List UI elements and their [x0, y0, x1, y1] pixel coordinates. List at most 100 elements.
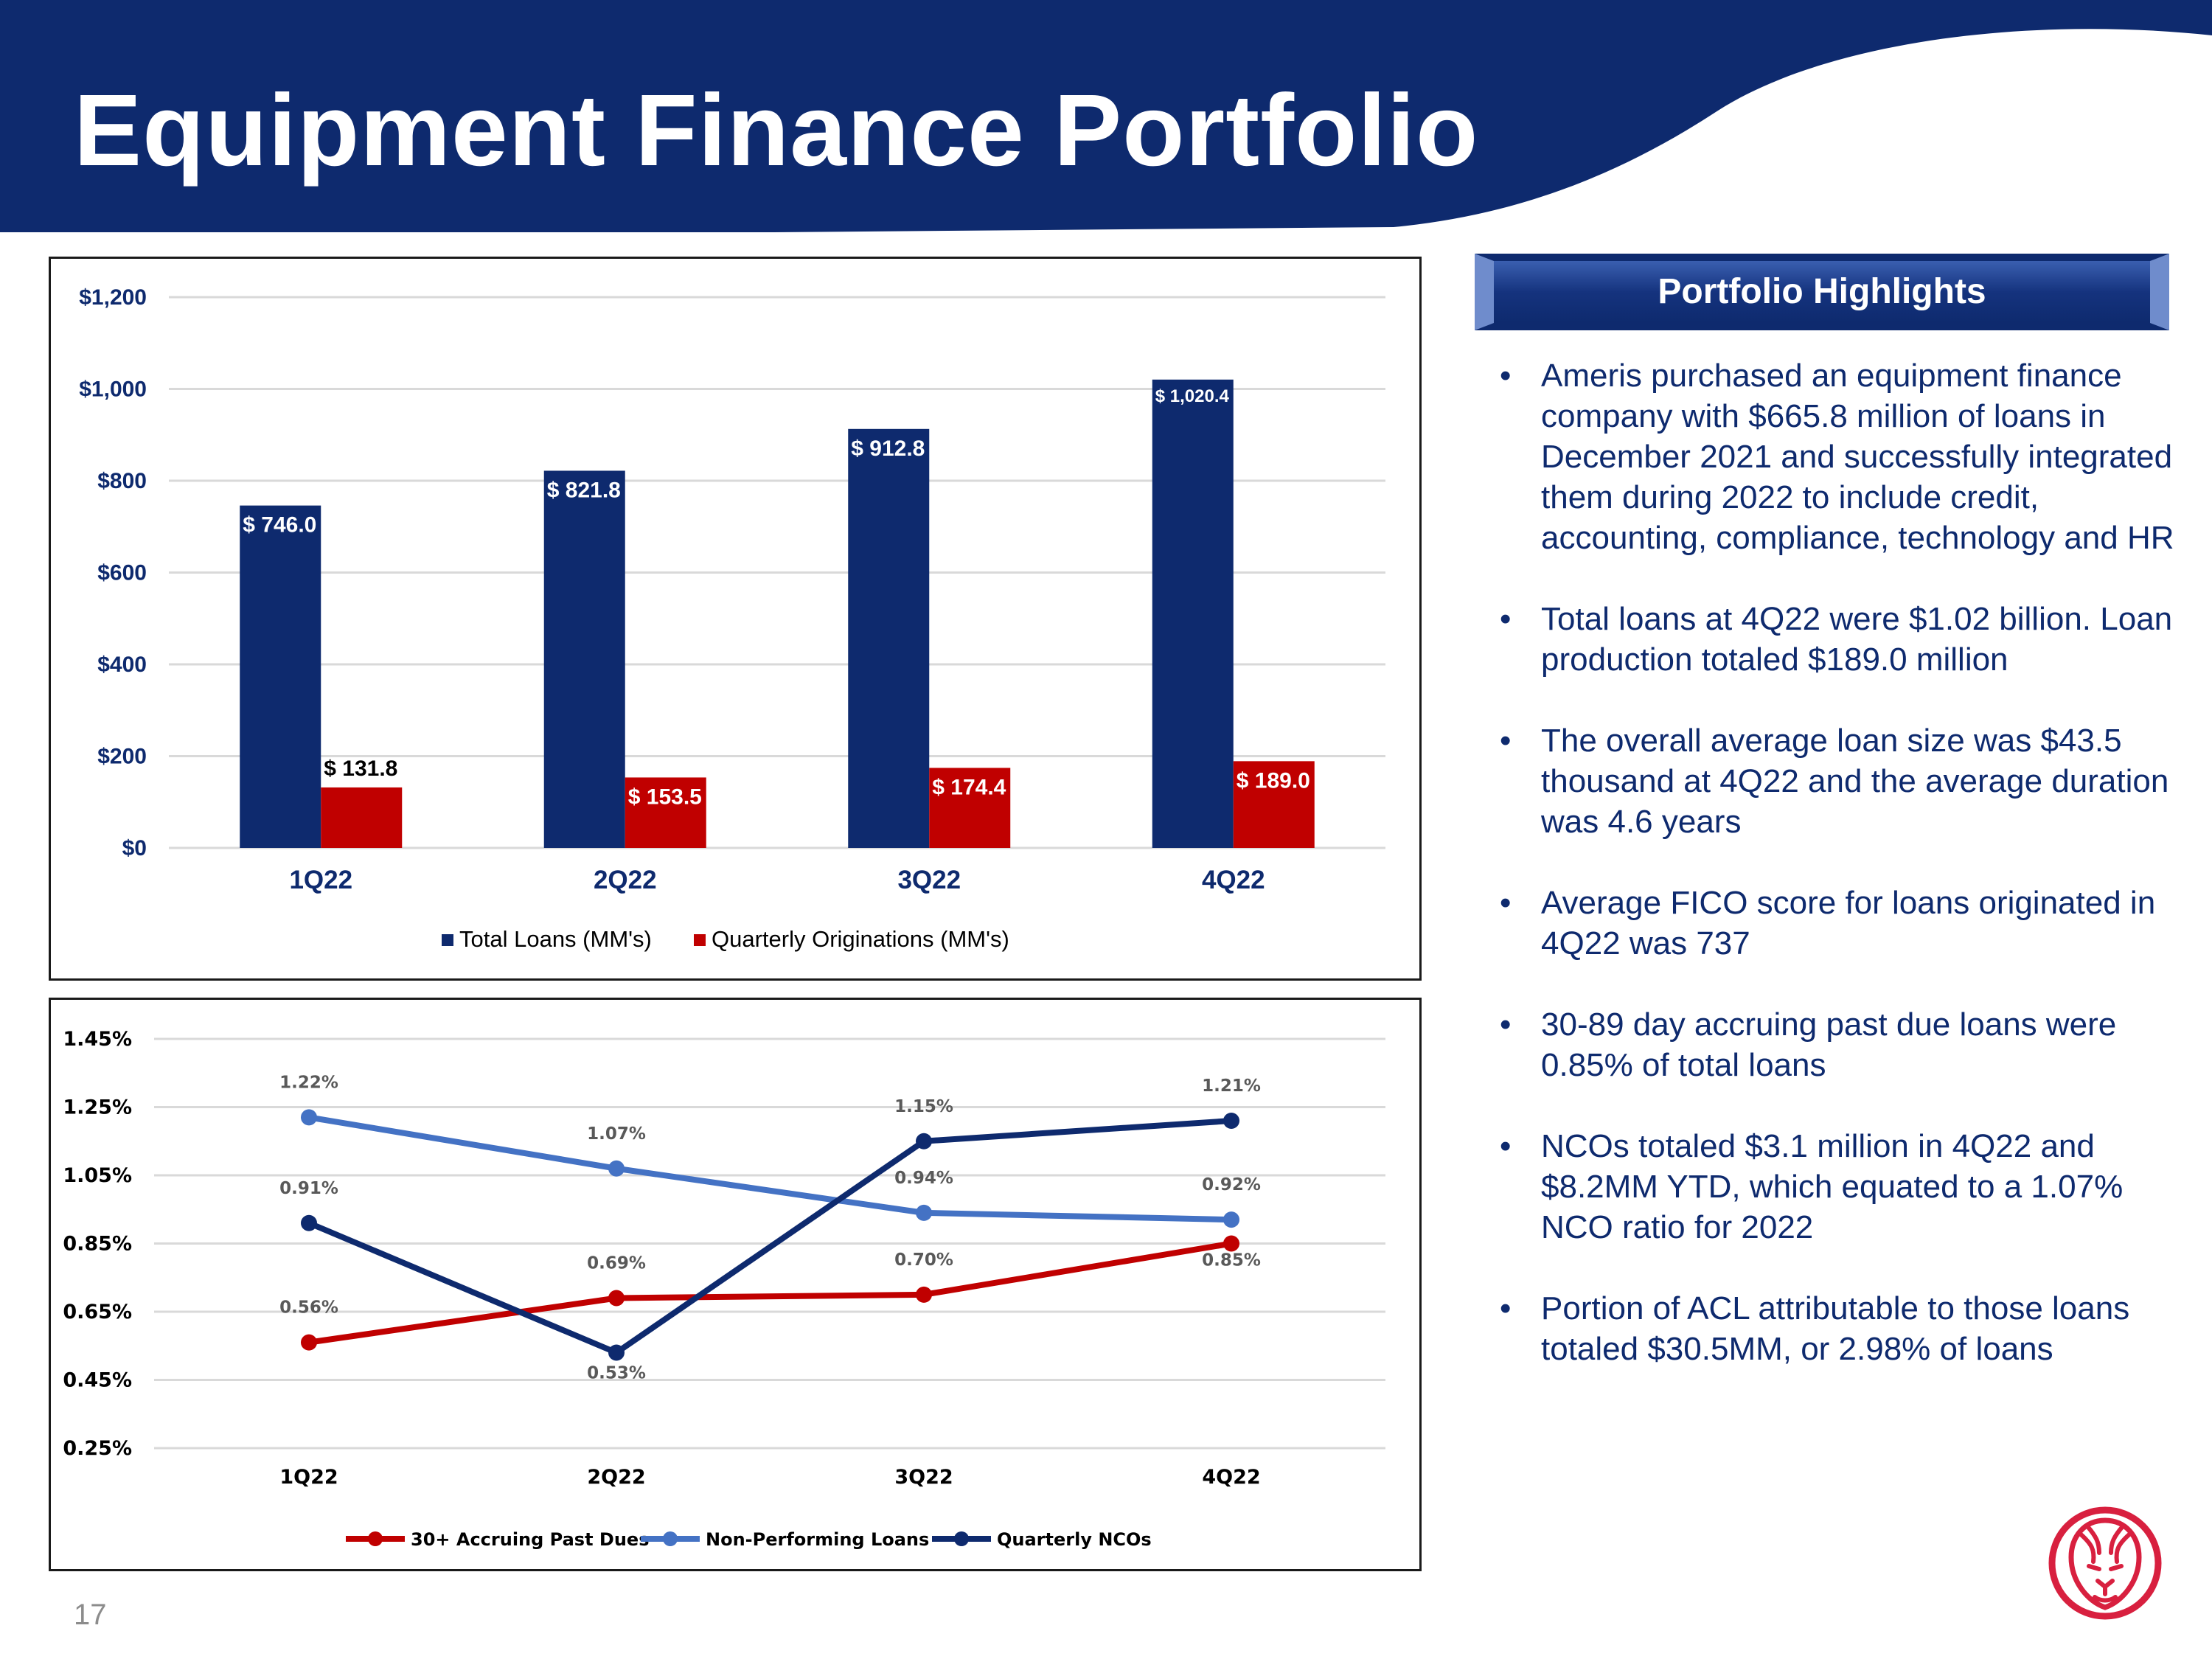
data-point — [1223, 1235, 1239, 1252]
bullet-icon: • — [1500, 1006, 1512, 1043]
data-point — [608, 1290, 625, 1307]
highlights-list: • Ameris purchased an equipment finance c… — [1500, 355, 2178, 1410]
legend-marker — [954, 1531, 969, 1546]
x-tick-label: 1Q22 — [289, 866, 352, 894]
bullet-icon: • — [1500, 723, 1512, 759]
x-tick-label: 2Q22 — [594, 866, 657, 894]
data-label: 0.56% — [279, 1298, 338, 1318]
highlight-item: • Average FICO score for loans originated… — [1500, 883, 2178, 964]
data-label: $ 189.0 — [1237, 768, 1310, 793]
series-line — [307, 1118, 1232, 1356]
x-tick-label: 4Q22 — [1202, 1466, 1260, 1489]
y-tick-label: $1,000 — [79, 378, 147, 402]
x-tick-label: 3Q22 — [897, 866, 961, 894]
bullet-icon: • — [1500, 885, 1512, 921]
x-tick-label: 2Q22 — [587, 1466, 645, 1489]
legend-marker — [663, 1531, 678, 1546]
highlight-text: Ameris purchased an equipment finance co… — [1541, 358, 2174, 556]
data-label: 0.91% — [279, 1179, 338, 1198]
y-tick-label: $200 — [97, 745, 147, 769]
bullet-icon: • — [1500, 1128, 1512, 1164]
bar — [848, 428, 930, 848]
highlight-item: • Total loans at 4Q22 were $1.02 billion.… — [1500, 599, 2178, 680]
y-tick-label: $400 — [97, 653, 147, 677]
page-title: Equipment Finance Portfolio — [74, 74, 1479, 187]
data-label: 0.53% — [587, 1364, 646, 1383]
header-banner — [0, 0, 2212, 232]
legend-label: Total Loans (MM's) — [459, 926, 652, 952]
page-number: 17 — [74, 1599, 107, 1631]
x-tick-label: 1Q22 — [279, 1466, 338, 1489]
bar — [929, 768, 1011, 848]
data-point — [301, 1334, 317, 1351]
x-tick-label: 3Q22 — [894, 1466, 953, 1489]
highlight-text: The overall average loan size was $43.5 … — [1541, 723, 2169, 840]
data-label: $ 821.8 — [547, 478, 621, 502]
y-tick-label: 1.45% — [63, 1028, 132, 1051]
legend-label: Non-Performing Loans — [706, 1529, 929, 1550]
data-label: $ 131.8 — [324, 757, 397, 781]
credit-quality-line-chart-svg: 0.25% 0.45% 0.65% 0.85% 1.05% 1.25% 1.45% 1Q22 2… — [63, 1028, 1385, 1550]
y-tick-label: 0.45% — [63, 1369, 132, 1392]
highlights-title: Portfolio Highlights — [1658, 272, 1986, 311]
highlight-item: • 30-89 day accruing past due loans were … — [1500, 1004, 2178, 1085]
loans-bar-chart-svg: $0 $200 $400 $600 $800 $1,000 $1,200 $ 746.0 $ 1… — [79, 285, 1385, 952]
y-tick-label: 0.25% — [63, 1437, 132, 1460]
header-wave — [0, 0, 2212, 232]
bar — [625, 777, 706, 848]
bar — [1152, 379, 1234, 848]
legend-label: Quarterly NCOs — [997, 1529, 1152, 1550]
y-tick-label: 1.25% — [63, 1096, 132, 1119]
data-point — [916, 1133, 932, 1150]
bar — [1233, 761, 1315, 848]
bullet-icon: • — [1500, 1290, 1512, 1326]
loans-bar-chart: $0 $200 $400 $600 $800 $1,000 $1,200 $ 746.0 $ 1… — [49, 257, 1422, 981]
highlight-item: • Ameris purchased an equipment finance c… — [1500, 355, 2178, 558]
highlight-item: • The overall average loan size was $43.5… — [1500, 720, 2178, 842]
legend-label: Quarterly Originations (MM's) — [712, 926, 1009, 952]
data-label: $ 746.0 — [243, 513, 316, 538]
legend-swatch — [694, 934, 706, 946]
highlight-text: Portion of ACL attributable to those loa… — [1541, 1290, 2130, 1367]
data-point — [301, 1214, 317, 1231]
data-point — [301, 1109, 317, 1126]
y-tick-label: $0 — [122, 836, 147, 860]
data-label: 1.15% — [894, 1097, 953, 1116]
data-label: 0.70% — [894, 1251, 953, 1270]
data-label: 0.92% — [1202, 1175, 1261, 1194]
bar — [543, 470, 625, 848]
data-point — [608, 1344, 625, 1361]
credit-quality-line-chart: 0.25% 0.45% 0.65% 0.85% 1.05% 1.25% 1.45% 1Q22 2… — [49, 998, 1422, 1571]
data-label: 1.07% — [587, 1124, 646, 1144]
highlight-text: Total loans at 4Q22 were $1.02 billion. … — [1541, 601, 2173, 678]
bullet-icon: • — [1500, 601, 1512, 637]
highlights-header-bar — [1475, 254, 2169, 330]
data-point — [608, 1160, 625, 1177]
data-label: 0.69% — [587, 1254, 646, 1273]
legend-swatch — [442, 934, 453, 946]
data-label: 1.21% — [1202, 1077, 1261, 1096]
series-line — [308, 1114, 1232, 1223]
y-tick-label: 0.85% — [63, 1233, 132, 1256]
y-tick-label: $600 — [97, 561, 147, 585]
data-label: $ 153.5 — [628, 785, 702, 809]
data-point — [916, 1204, 932, 1221]
data-label: $ 1,020.4 — [1155, 386, 1230, 406]
bullet-icon: • — [1500, 358, 1512, 394]
legend-label: 30+ Accruing Past Dues — [411, 1529, 649, 1550]
data-point — [1223, 1211, 1239, 1228]
highlight-item: • NCOs totaled $3.1 million in 4Q22 and $… — [1500, 1126, 2178, 1248]
data-label: $ 174.4 — [932, 775, 1006, 799]
data-point — [1223, 1113, 1239, 1129]
bar — [321, 787, 403, 848]
data-label: 1.22% — [279, 1073, 338, 1092]
legend-marker — [368, 1531, 383, 1546]
highlight-text: 30-89 day accruing past due loans were 0… — [1541, 1006, 2117, 1083]
bar — [240, 505, 321, 848]
data-label: 0.85% — [1202, 1251, 1261, 1270]
y-tick-label: 0.65% — [63, 1301, 132, 1324]
y-tick-label: $800 — [97, 469, 147, 493]
lion-logo-icon — [2048, 1506, 2162, 1620]
y-tick-label: 1.05% — [63, 1164, 132, 1187]
highlight-text: Average FICO score for loans originated … — [1541, 885, 2156, 961]
